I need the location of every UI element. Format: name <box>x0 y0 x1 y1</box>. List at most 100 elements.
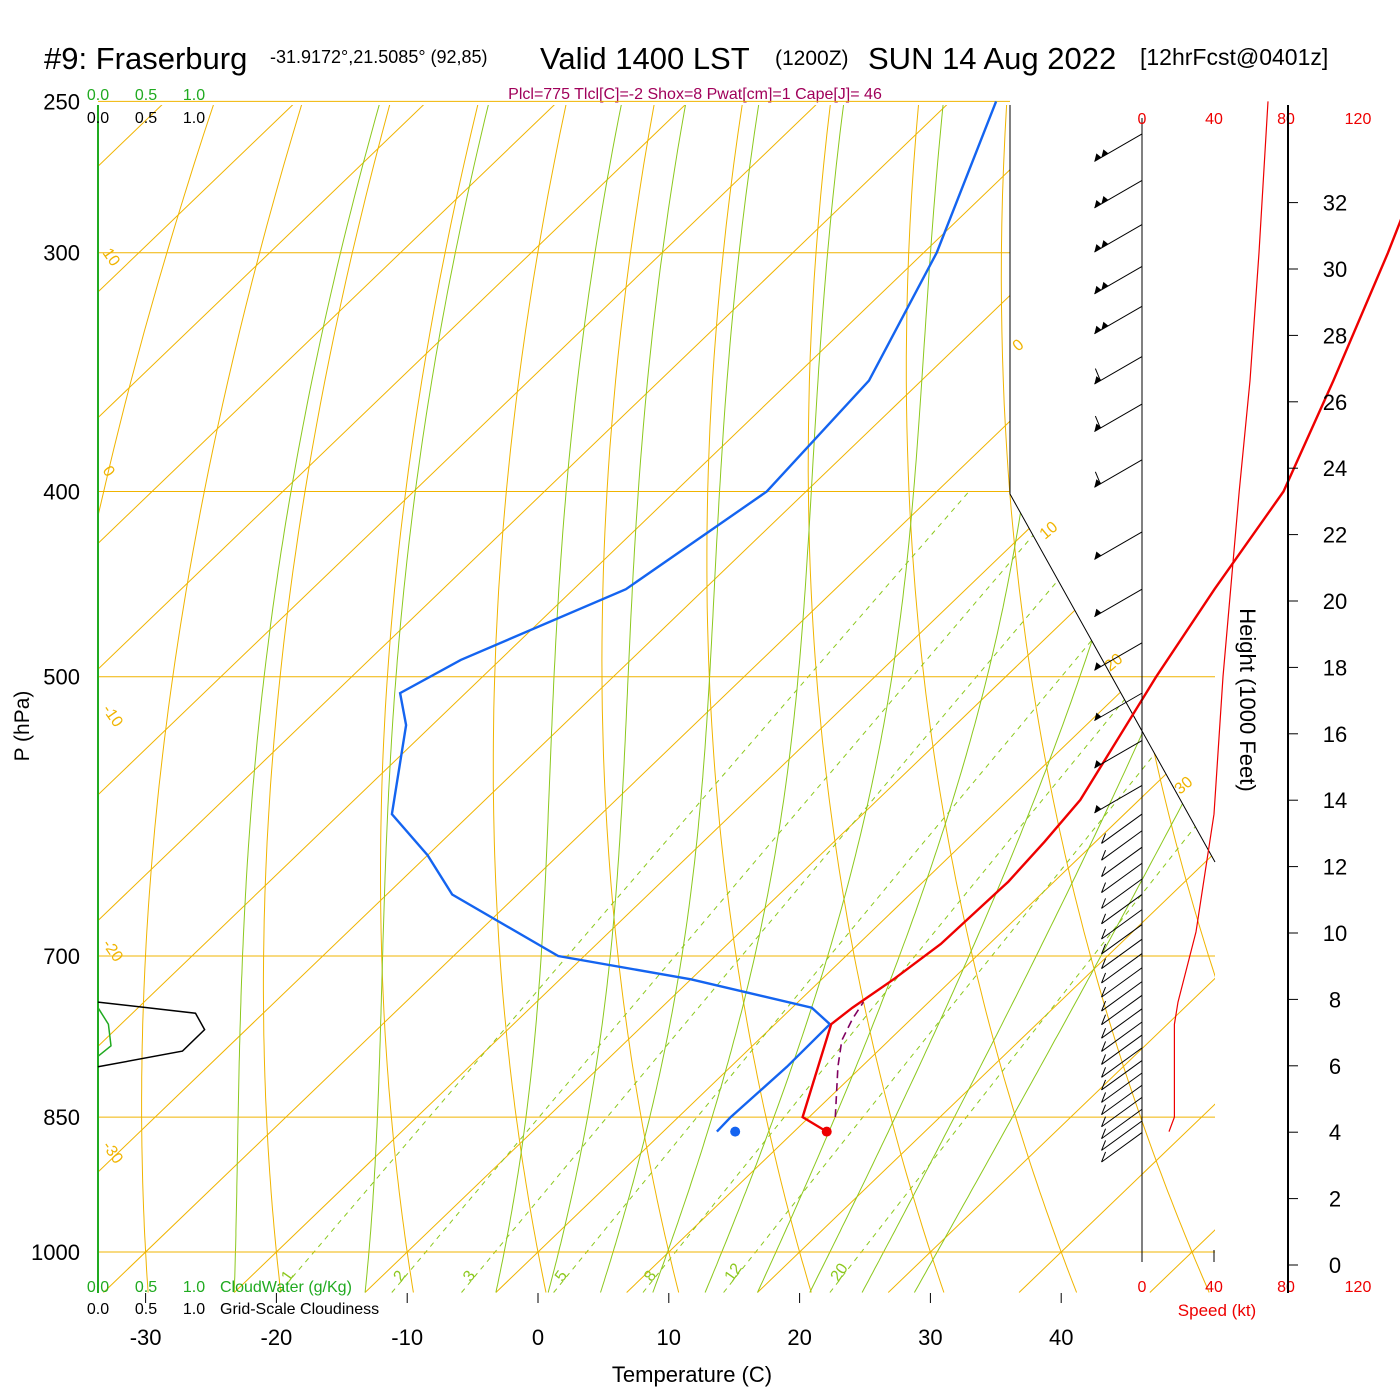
moist-adiabat <box>547 105 687 1293</box>
pressure-tick-label: 850 <box>43 1105 80 1130</box>
dry-adiabats <box>98 105 1215 1293</box>
moist-adiabat <box>652 105 845 1293</box>
isotherm-line <box>233 105 1215 1293</box>
wind-barb-low <box>1101 909 1143 940</box>
wind-barb-low <box>1101 1034 1143 1065</box>
dry-adiabat <box>380 105 480 1293</box>
isotherm-label: -30 <box>99 1138 126 1167</box>
cloud-axes: 0.0 0.0 0.5 0.5 1.0 1.0 0.0 0.0 0.5 0.5 1.0 1.0 Clou… <box>87 87 379 1318</box>
wind-barb-low <box>1101 938 1143 969</box>
wind-barb <box>1094 265 1143 295</box>
speed-bottom-tick: 80 <box>1277 1279 1295 1296</box>
wind-barb-feather <box>1101 1140 1107 1151</box>
wind-barb-low <box>1101 981 1143 1012</box>
mixing-ratio-labels: 1 2 3 5 8 12 20 <box>278 1260 851 1284</box>
isotherm-line <box>103 105 1215 1293</box>
isotherm-label: -20 <box>99 937 126 966</box>
cloudiness-bottom-tick: 1.0 <box>183 1301 205 1318</box>
forecast-info: [12hrFcst@0401z] <box>1140 44 1328 70</box>
wind-barb-low <box>1101 967 1143 998</box>
wind-barb-low <box>1101 813 1143 844</box>
height-tick-label: 0 <box>1329 1253 1341 1278</box>
wind-barb-low <box>1101 1084 1143 1116</box>
dry-adiabat <box>905 105 1078 1293</box>
height-tick-label: 24 <box>1323 456 1347 481</box>
height-tick-label: 2 <box>1329 1187 1341 1212</box>
isotherm-line <box>98 105 820 1293</box>
cloudwater-bottom-tick: 1.0 <box>183 1279 205 1296</box>
wind-barb-feather <box>1101 1079 1107 1091</box>
pressure-tick-label: 1000 <box>31 1240 80 1265</box>
cloudiness-line <box>97 1001 206 1068</box>
height-tick-label: 26 <box>1323 390 1347 415</box>
height-tick-label: 6 <box>1329 1054 1341 1079</box>
wind-barb-feather <box>1101 958 1107 969</box>
valid-time: Valid 1400 LST <box>540 41 750 76</box>
isotherm-line <box>1149 105 1215 1293</box>
isotherm-label: 0 <box>99 463 118 480</box>
dry-adiabat <box>1093 105 1215 1293</box>
cloudiness-bottom-tick: 0.0 <box>87 1301 109 1318</box>
isotherm-line <box>98 105 1082 1293</box>
tropopause-edge <box>1009 105 1216 863</box>
isotherm-line <box>495 105 1215 1293</box>
wind-barb-feather <box>1101 1014 1107 1025</box>
cloudwater-top-tick: 0.5 <box>135 87 157 104</box>
mixing-ratio-label: 5 <box>552 1268 571 1285</box>
wind-barb <box>1094 403 1143 432</box>
station-coords: -31.9172°,21.5085° (92,85) <box>270 47 488 67</box>
speed-bottom-tick: 40 <box>1205 1279 1223 1296</box>
mixing-ratio-lines <box>279 491 1215 1293</box>
wind-barb-low <box>1101 862 1143 894</box>
wind-barb-feather <box>1101 1041 1107 1052</box>
isotherm-line <box>364 105 1215 1293</box>
wind-barb-feather <box>1101 1128 1107 1139</box>
moist-adiabat <box>861 105 1215 1293</box>
speed-top-tick: 0 <box>1138 111 1147 128</box>
height-tick-label: 20 <box>1323 589 1347 614</box>
mixing-ratio-line <box>553 491 1215 1293</box>
pressure-tick-label: 700 <box>43 944 80 969</box>
wind-barb-feather <box>1101 1092 1107 1103</box>
x-tick-label: -10 <box>391 1325 423 1350</box>
wind-barb-feather <box>1101 913 1107 925</box>
plot-frame <box>97 105 1216 1293</box>
height-tick-label: 22 <box>1323 523 1347 548</box>
moist-adiabat <box>704 105 944 1293</box>
x-tick-label: 40 <box>1049 1325 1073 1350</box>
parcel-line <box>834 1001 865 1118</box>
height-tick-label: 14 <box>1323 788 1347 813</box>
indices-line: Plcl=775 Tlcl[C]=-2 Shox=8 Pwat[cm]=1 Ca… <box>508 86 882 103</box>
wind-barb-feather <box>1101 882 1107 893</box>
isobars <box>98 100 1215 1253</box>
wind-barb-low <box>1101 1060 1143 1091</box>
speed-bottom-tick: 120 <box>1345 1279 1372 1296</box>
mixing-ratio-label: 2 <box>391 1268 410 1285</box>
isotherm-line <box>98 105 559 1293</box>
wind-barb-low <box>1101 1021 1143 1052</box>
height-tick-label: 32 <box>1323 191 1347 216</box>
wind-barb-low <box>1101 830 1143 861</box>
cloudiness-label: Grid-Scale Cloudiness <box>220 1301 379 1318</box>
x-axis-label: Temperature (C) <box>612 1362 772 1387</box>
isotherms <box>98 105 1215 1293</box>
wind-barb <box>1094 785 1143 814</box>
surface-temperature-marker <box>821 1126 832 1137</box>
surface-dewpoint-marker <box>730 1126 741 1137</box>
moist-adiabat <box>364 105 490 1293</box>
wind-barb <box>1094 588 1143 618</box>
wind-barb-feather <box>1101 986 1107 998</box>
height-axis-label: Height (1000 Feet) <box>1235 608 1260 791</box>
mixing-ratio-line <box>391 491 1071 1293</box>
cloudiness-top-tick: 0.0 <box>87 110 109 127</box>
mixing-ratio-line <box>829 491 1215 1293</box>
wind-barb-feather <box>1101 849 1107 861</box>
height-tick-label: 28 <box>1323 323 1347 348</box>
mixing-ratio-label: 12 <box>722 1260 746 1284</box>
height-tick-label: 18 <box>1323 655 1347 680</box>
wind-barb-low <box>1101 953 1143 984</box>
cloudwater-bottom-tick: 0.5 <box>135 1279 157 1296</box>
moist-adiabats <box>233 105 1215 1293</box>
wind-barb-low <box>1101 1072 1143 1103</box>
wind-barb-low <box>1101 1120 1143 1151</box>
